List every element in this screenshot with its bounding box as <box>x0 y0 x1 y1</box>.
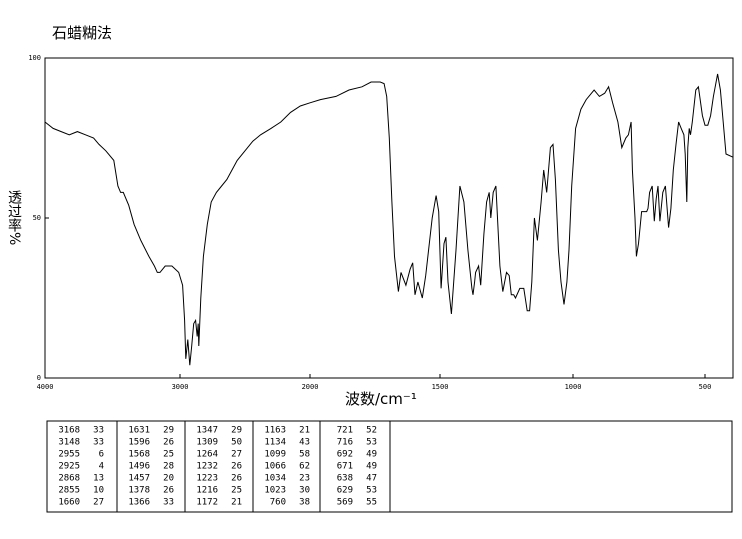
transmittance: 33 <box>93 438 104 448</box>
transmittance: 52 <box>366 426 377 436</box>
transmittance: 26 <box>163 438 174 448</box>
transmittance: 33 <box>163 498 174 508</box>
transmittance: 53 <box>366 438 377 448</box>
transmittance: 26 <box>163 486 174 496</box>
transmittance: 25 <box>231 486 242 496</box>
transmittance: 4 <box>99 462 104 472</box>
transmittance: 29 <box>163 426 174 436</box>
transmittance: 26 <box>231 474 242 484</box>
wavenumber: 1134 <box>264 438 286 448</box>
wavenumber: 1309 <box>196 438 218 448</box>
transmittance: 28 <box>163 462 174 472</box>
wavenumber: 1066 <box>264 462 286 472</box>
transmittance: 13 <box>93 474 104 484</box>
transmittance: 49 <box>366 450 377 460</box>
wavenumber: 569 <box>337 498 353 508</box>
transmittance: 27 <box>93 498 104 508</box>
wavenumber: 1099 <box>264 450 286 460</box>
wavenumber: 1366 <box>128 498 150 508</box>
transmittance: 6 <box>99 450 104 460</box>
wavenumber: 638 <box>337 474 353 484</box>
transmittance: 29 <box>231 426 242 436</box>
transmittance: 49 <box>366 462 377 472</box>
y-tick-label: 50 <box>33 214 41 222</box>
y-tick-label: 0 <box>37 374 41 382</box>
transmittance: 20 <box>163 474 174 484</box>
transmittance: 27 <box>231 450 242 460</box>
wavenumber: 1163 <box>264 426 286 436</box>
wavenumber: 2855 <box>58 486 80 496</box>
transmittance: 33 <box>93 426 104 436</box>
wavenumber: 1172 <box>196 498 218 508</box>
wavenumber: 3168 <box>58 426 80 436</box>
wavenumber: 1347 <box>196 426 218 436</box>
wavenumber: 1023 <box>264 486 286 496</box>
wavenumber: 1216 <box>196 486 218 496</box>
wavenumber: 760 <box>270 498 286 508</box>
y-tick-label: 100 <box>28 54 41 62</box>
wavenumber: 1034 <box>264 474 286 484</box>
wavenumber: 1223 <box>196 474 218 484</box>
wavenumber: 1378 <box>128 486 150 496</box>
wavenumber: 692 <box>337 450 353 460</box>
plot-frame <box>44 57 734 379</box>
wavenumber: 716 <box>337 438 353 448</box>
transmittance: 21 <box>299 426 310 436</box>
transmittance: 21 <box>231 498 242 508</box>
transmittance: 55 <box>366 498 377 508</box>
wavenumber: 1631 <box>128 426 150 436</box>
transmittance: 26 <box>231 462 242 472</box>
x-tick-label: 2000 <box>302 383 319 391</box>
transmittance: 50 <box>231 438 242 448</box>
transmittance: 38 <box>299 498 310 508</box>
transmittance: 62 <box>299 462 310 472</box>
x-tick-label: 1000 <box>565 383 582 391</box>
transmittance: 25 <box>163 450 174 460</box>
wavenumber: 2955 <box>58 450 80 460</box>
transmittance: 43 <box>299 438 310 448</box>
wavenumber: 1496 <box>128 462 150 472</box>
transmittance: 23 <box>299 474 310 484</box>
wavenumber: 671 <box>337 462 353 472</box>
wavenumber: 1232 <box>196 462 218 472</box>
y-axis-label: 透过率% <box>6 190 22 245</box>
transmittance: 10 <box>93 486 104 496</box>
transmittance: 47 <box>366 474 377 484</box>
wavenumber: 2868 <box>58 474 80 484</box>
wavenumber: 1457 <box>128 474 150 484</box>
x-tick-label: 1500 <box>432 383 449 391</box>
wavenumber: 721 <box>337 426 353 436</box>
wavenumber: 1568 <box>128 450 150 460</box>
transmittance: 30 <box>299 486 310 496</box>
transmittance: 53 <box>366 486 377 496</box>
chart-title: 石蜡糊法 <box>52 24 112 42</box>
wavenumber: 3148 <box>58 438 80 448</box>
x-tick-label: 500 <box>699 383 712 391</box>
x-axis-label: 波数/cm⁻¹ <box>345 390 417 408</box>
spectrum-line <box>44 73 734 366</box>
wavenumber: 1596 <box>128 438 150 448</box>
wavenumber: 2925 <box>58 462 80 472</box>
transmittance: 58 <box>299 450 310 460</box>
wavenumber: 629 <box>337 486 353 496</box>
wavenumber: 1660 <box>58 498 80 508</box>
wavenumber: 1264 <box>196 450 218 460</box>
x-tick-label: 3000 <box>172 383 189 391</box>
x-tick-label: 4000 <box>37 383 54 391</box>
